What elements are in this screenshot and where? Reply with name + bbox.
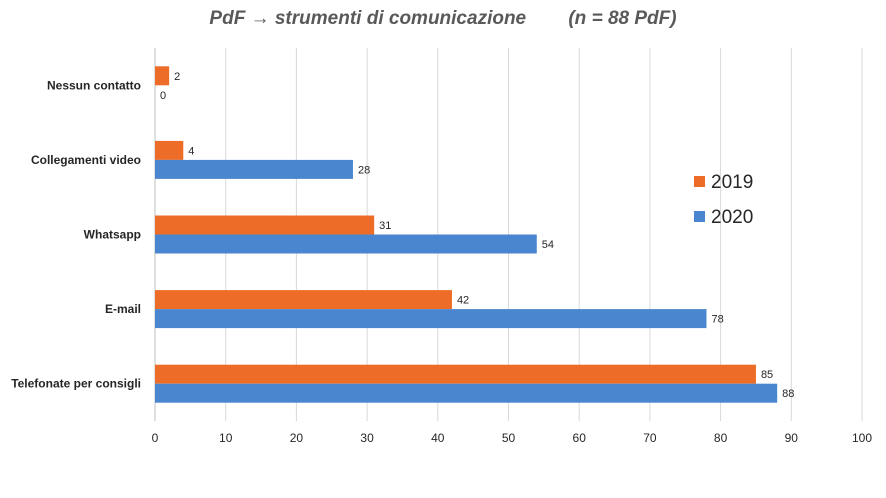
legend-label: 2019 xyxy=(711,172,753,193)
category-label: Whatsapp xyxy=(84,228,141,242)
bar-2020 xyxy=(155,309,707,329)
x-tick-label: 50 xyxy=(502,431,516,445)
bar-2019 xyxy=(155,290,452,310)
legend-label: 2020 xyxy=(711,207,753,228)
x-tick-label: 100 xyxy=(852,431,872,445)
data-label: 78 xyxy=(711,314,723,326)
x-tick-label: 70 xyxy=(643,431,657,445)
data-label: 54 xyxy=(542,239,554,251)
category-label: Telefonate per consigli xyxy=(11,377,141,391)
x-tick-label: 10 xyxy=(219,431,233,445)
bar-2019 xyxy=(155,364,756,384)
x-tick-label: 40 xyxy=(431,431,445,445)
x-tick-label: 60 xyxy=(573,431,587,445)
x-tick-label: 90 xyxy=(785,431,799,445)
category-label: Collegamenti video xyxy=(31,153,141,167)
x-tick-label: 20 xyxy=(290,431,304,445)
data-label: 28 xyxy=(358,164,370,176)
legend: 2019 2020 xyxy=(694,172,753,228)
chart-title-row: PdF → strumenti di comunicazione (n = 88… xyxy=(0,8,886,30)
x-tick-label: 80 xyxy=(714,431,728,445)
data-label: 88 xyxy=(782,388,794,400)
bar-2019 xyxy=(155,140,184,160)
data-label: 0 xyxy=(160,90,166,102)
x-tick-label: 30 xyxy=(360,431,374,445)
category-label: E-mail xyxy=(105,302,141,316)
data-label: 31 xyxy=(379,220,391,232)
legend-swatch xyxy=(694,211,705,222)
category-label: Nessun contatto xyxy=(47,78,141,92)
bars xyxy=(155,66,778,403)
chart-title: PdF → strumenti di comunicazione (n = 88… xyxy=(209,8,677,29)
bar-2019 xyxy=(155,66,170,86)
data-label: 42 xyxy=(457,295,469,307)
bar-2019 xyxy=(155,215,375,235)
data-label: 4 xyxy=(188,145,194,157)
bar-2020 xyxy=(155,159,353,179)
x-tick-label: 0 xyxy=(152,431,159,445)
data-label: 2 xyxy=(174,71,180,83)
legend-swatch xyxy=(694,176,705,187)
bar-2020 xyxy=(155,234,537,254)
bar-2020 xyxy=(155,383,778,403)
data-label: 85 xyxy=(761,369,773,381)
